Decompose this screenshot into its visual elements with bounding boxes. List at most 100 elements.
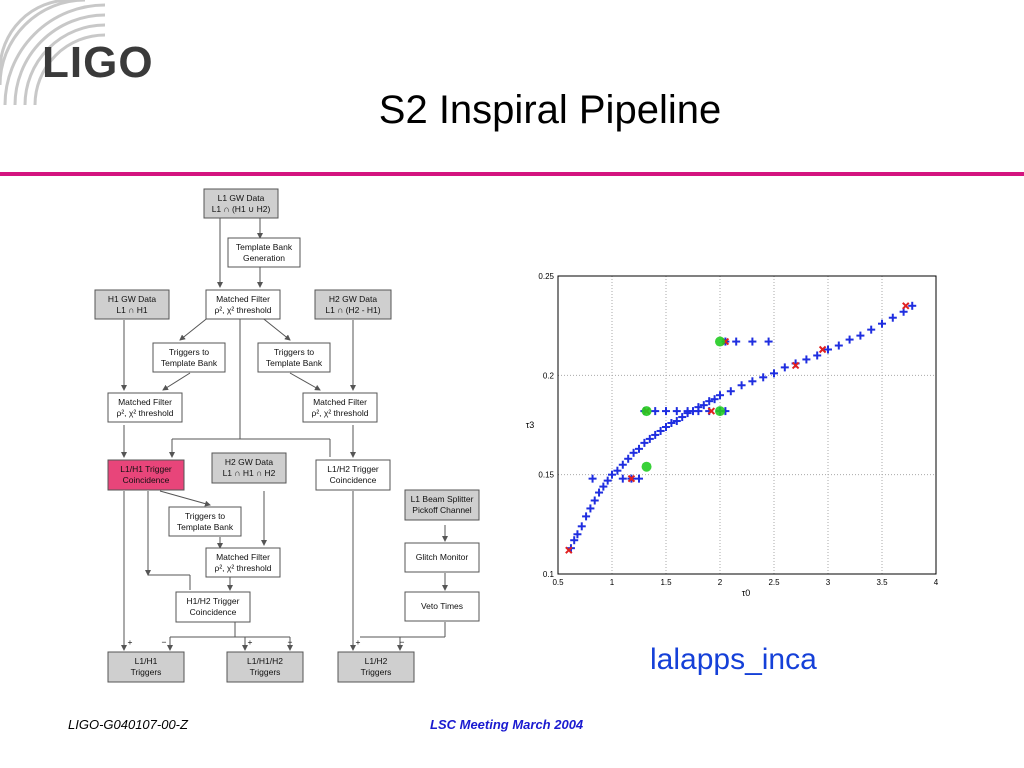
svg-text:Veto Times: Veto Times (421, 601, 463, 611)
x-tick-label: 2 (718, 578, 723, 587)
svg-text:ρ², χ² threshold: ρ², χ² threshold (214, 305, 271, 315)
svg-text:L1/H1: L1/H1 (135, 656, 158, 666)
plus-point (672, 417, 681, 426)
plus-point (624, 454, 633, 463)
svg-text:L1 ∩ (H1 ∪ H2): L1 ∩ (H1 ∪ H2) (212, 204, 271, 214)
plus-point (618, 460, 627, 469)
plus-point (656, 426, 665, 435)
plus-point (748, 377, 757, 386)
x-point (818, 345, 827, 354)
sign-plus: + (248, 637, 253, 647)
svg-text:ρ², χ² threshold: ρ², χ² threshold (214, 563, 271, 573)
plus-point (748, 337, 757, 346)
svg-text:Triggers to: Triggers to (169, 347, 210, 357)
svg-text:L1/H1 Trigger: L1/H1 Trigger (120, 464, 172, 474)
circle-point (715, 406, 725, 417)
plus-point (618, 474, 627, 483)
node-glitch-monitor: Glitch Monitor (404, 542, 480, 573)
plus-point (699, 401, 708, 410)
y-tick-label: 0.15 (538, 471, 554, 480)
plus-point (599, 482, 608, 491)
plus-point (683, 407, 692, 416)
plus-point (662, 422, 670, 431)
plus-point (770, 369, 778, 378)
svg-text:L1 ∩ H1 ∩ H2: L1 ∩ H1 ∩ H2 (223, 468, 276, 478)
svg-text:Template Bank: Template Bank (161, 358, 218, 368)
sign-minus: − (162, 637, 167, 647)
svg-text:Template Bank: Template Bank (177, 522, 234, 532)
svg-text:L1 Beam Splitter: L1 Beam Splitter (411, 494, 474, 504)
x-tick-label: 3.5 (876, 578, 888, 587)
plus-point (629, 448, 638, 457)
sign-minus: − (400, 637, 405, 647)
svg-text:L1 ∩ H1: L1 ∩ H1 (116, 305, 147, 315)
tau-scatter-plot: 0.5 1 1.5 2 2.5 3 3.5 4 0.1 0.15 0.2 0.25 τ0 τ3 (526, 272, 939, 598)
svg-text:H2 GW Data: H2 GW Data (329, 294, 377, 304)
plus-point (603, 476, 612, 485)
x-point (565, 546, 573, 554)
plus-point (613, 466, 622, 475)
svg-text:Coincidence: Coincidence (123, 475, 170, 485)
node-veto-times: Veto Times (404, 591, 480, 622)
svg-text:ρ², χ² threshold: ρ², χ² threshold (116, 408, 173, 418)
plus-point (582, 512, 591, 521)
y-tick-label: 0.2 (543, 371, 555, 380)
logo-arcs-graphic (0, 0, 106, 106)
y-axis-label: τ3 (526, 420, 535, 430)
plus-point (678, 413, 687, 422)
svg-text:Template Bank: Template Bank (236, 242, 293, 252)
svg-text:Pickoff Channel: Pickoff Channel (412, 505, 471, 515)
plus-point (577, 522, 586, 531)
svg-text:Coincidence: Coincidence (330, 475, 377, 485)
plus-point (780, 363, 789, 372)
plus-point (813, 351, 822, 360)
plus-point (672, 407, 681, 416)
x-tick-label: 3 (826, 578, 831, 587)
footer-document-id: LIGO-G040107-00-Z (68, 717, 188, 732)
plus-point (640, 438, 649, 447)
plus-point (590, 496, 599, 505)
plus-point (651, 407, 660, 416)
plus-point (705, 397, 714, 406)
plus-point (573, 530, 582, 539)
x-tick-label: 4 (934, 578, 939, 587)
svg-text:L1/H2 Trigger: L1/H2 Trigger (327, 464, 379, 474)
circle-point (641, 406, 652, 417)
svg-text:L1 ∩ (H2 - H1): L1 ∩ (H2 - H1) (325, 305, 380, 315)
plus-point (824, 345, 832, 354)
plus-point (867, 325, 876, 334)
y-tick-label: 0.25 (538, 272, 554, 281)
svg-text:H1/H2 Trigger: H1/H2 Trigger (187, 596, 240, 606)
svg-text:Triggers: Triggers (131, 667, 162, 677)
plus-point (645, 434, 654, 443)
svg-text:H1 GW Data: H1 GW Data (108, 294, 156, 304)
plus-point (759, 373, 768, 382)
plus-point (845, 335, 854, 344)
plus-point (635, 444, 643, 453)
svg-text:L1 GW Data: L1 GW Data (218, 193, 265, 203)
title-divider (0, 172, 1024, 176)
svg-text:Matched Filter: Matched Filter (216, 294, 270, 304)
svg-text:Triggers: Triggers (250, 667, 281, 677)
circle-point (641, 461, 652, 472)
plus-point (908, 301, 917, 310)
tool-name-label: lalapps_inca (650, 643, 817, 676)
svg-text:Matched Filter: Matched Filter (313, 397, 367, 407)
svg-text:H2 GW Data: H2 GW Data (225, 457, 273, 467)
